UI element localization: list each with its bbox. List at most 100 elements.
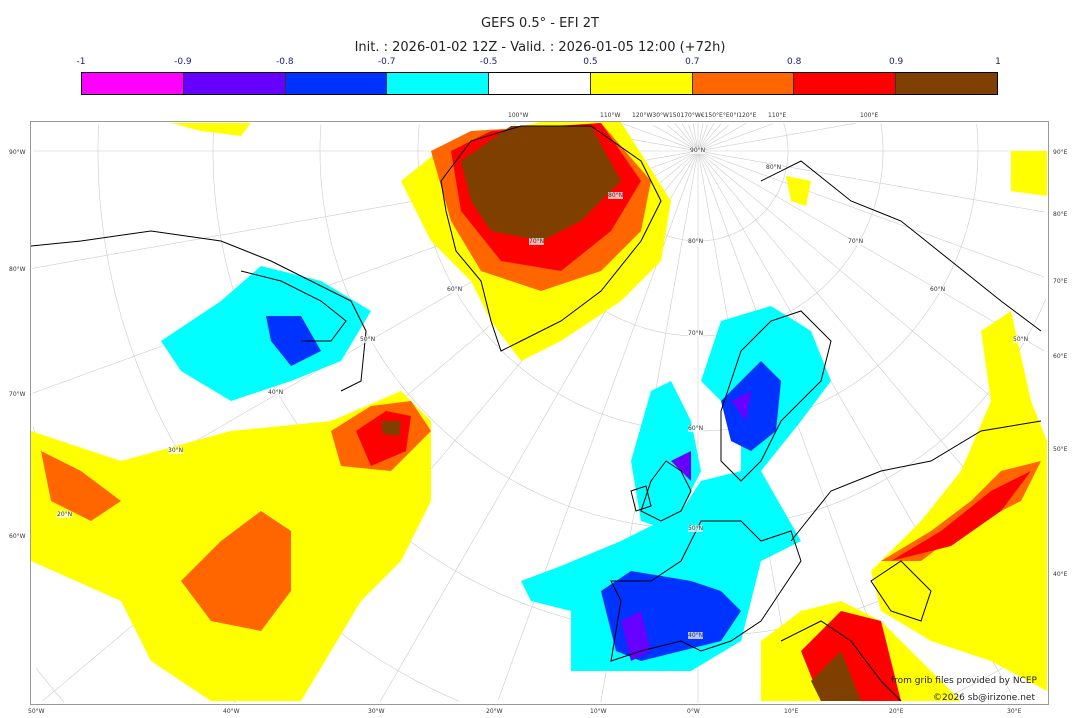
meridian-line bbox=[652, 124, 699, 152]
left-axis-label: 60°W bbox=[9, 533, 26, 540]
data-source-credit: from grib files provided by NCEP bbox=[891, 676, 1037, 686]
meridian-line bbox=[692, 123, 699, 152]
left-axis-label: 80°W bbox=[9, 266, 26, 273]
bottom-axis-label: 20°W bbox=[486, 708, 503, 715]
right-axis-label: 40°E bbox=[1053, 571, 1068, 578]
colorbar-segment bbox=[692, 73, 795, 94]
meridian-line bbox=[697, 150, 1045, 352]
latitude-label: 90°N bbox=[690, 147, 706, 154]
colorbar-tick-label: -0.9 bbox=[174, 57, 192, 67]
colorbar-tick-label: -0.8 bbox=[275, 57, 294, 67]
colorbar-segment bbox=[183, 73, 286, 94]
map-panel: 90°N 80°N 70°N 60°N 50°N 40°N 30°N 20°N 80°N 70°N… bbox=[30, 121, 1049, 705]
parallel-line bbox=[319, 124, 698, 530]
right-axis-label: 50°E bbox=[1053, 446, 1068, 453]
colorbar-tick-label: -1 bbox=[76, 57, 86, 67]
efi-region bbox=[1011, 151, 1047, 196]
latitude-label: 40°N bbox=[268, 389, 284, 396]
efi-region bbox=[621, 611, 651, 661]
latitude-label: 80°N bbox=[608, 192, 624, 199]
right-axis-label: 60°E bbox=[1053, 353, 1068, 360]
efi-region bbox=[786, 176, 811, 206]
map-title: GEFS 0.5° - EFI 2T bbox=[481, 16, 599, 31]
colorbar-segment bbox=[489, 73, 591, 94]
right-axis-label: 90°E bbox=[1053, 149, 1068, 156]
efi-region bbox=[871, 311, 1047, 691]
bottom-axis-label: 40°W bbox=[223, 708, 240, 715]
meridian-line bbox=[498, 150, 699, 700]
latitude-label: 70°N bbox=[688, 330, 704, 337]
left-axis-label: 90°W bbox=[9, 149, 26, 156]
parallel-line bbox=[698, 123, 789, 242]
meridian-line bbox=[697, 124, 708, 152]
meridian-line bbox=[697, 123, 722, 152]
colorbar-tick-label: 0.8 bbox=[787, 57, 802, 67]
efi-region bbox=[731, 391, 751, 421]
meridian-line bbox=[697, 122, 747, 152]
bottom-axis-label: 10°W bbox=[590, 708, 607, 715]
colorbar-segment bbox=[590, 73, 693, 94]
top-axis-label: 110°E bbox=[768, 112, 787, 119]
efi-region bbox=[381, 421, 401, 436]
coastlines bbox=[31, 125, 1042, 702]
efi-region bbox=[171, 123, 251, 136]
latitude-label: 30°N bbox=[168, 447, 184, 454]
latitude-label: 60°N bbox=[447, 286, 463, 293]
meridian-line bbox=[622, 123, 699, 152]
top-axis-label: 120°W30°W150170°W€150°E°E0°I120°E bbox=[632, 112, 757, 119]
meridian-line bbox=[697, 150, 1044, 278]
parallel-line bbox=[698, 123, 884, 337]
meridian-line bbox=[697, 125, 729, 152]
colorbar-segment bbox=[794, 73, 897, 94]
meridian-line bbox=[674, 123, 699, 152]
top-axis-label: 100°W bbox=[508, 112, 529, 119]
bottom-axis-label: 20°E bbox=[889, 708, 904, 715]
latitude-label: 40°N bbox=[688, 632, 704, 639]
colorbar-tick-label: -0.7 bbox=[377, 57, 396, 67]
meridian-line bbox=[697, 123, 715, 152]
meridian-line bbox=[697, 123, 774, 152]
map-subtitle: Init. : 2026-01-02 12Z - Valid. : 2026-0… bbox=[354, 40, 726, 55]
efi-region bbox=[721, 361, 781, 451]
meridian-line bbox=[688, 124, 699, 152]
efi-region bbox=[891, 471, 1031, 561]
efi-region bbox=[161, 266, 371, 401]
copyright-credit: ©2026 sb@irizone.net bbox=[933, 693, 1035, 703]
meridian-line bbox=[697, 123, 704, 152]
meridian-line bbox=[697, 150, 1045, 213]
colorbar-segment bbox=[82, 73, 184, 94]
left-axis-label: 70°W bbox=[9, 391, 26, 398]
meridian-line bbox=[697, 150, 898, 700]
colorbar-tick-label: 1 bbox=[995, 57, 1001, 67]
colorbar-segment bbox=[387, 73, 490, 94]
bottom-axis-label: 30°W bbox=[368, 708, 385, 715]
latitude-label: 70°N bbox=[529, 238, 545, 245]
latitude-label: 60°N bbox=[930, 286, 946, 293]
bottom-axis-label: 0°W bbox=[687, 708, 700, 715]
colorbar-segment bbox=[896, 73, 998, 94]
colorbar bbox=[81, 72, 998, 95]
meridian-line bbox=[697, 150, 1045, 442]
efi-region bbox=[181, 511, 291, 631]
meridian-line bbox=[681, 123, 699, 152]
latitude-label: 50°N bbox=[1013, 336, 1029, 343]
bottom-axis-label: 50°W bbox=[28, 708, 45, 715]
colorbar-tick-label: 0.9 bbox=[888, 57, 904, 67]
right-axis-label: 70°E bbox=[1053, 278, 1068, 285]
latitude-label: 80°N bbox=[688, 238, 704, 245]
latitude-label: 50°N bbox=[360, 336, 376, 343]
top-axis-label: 100°E bbox=[860, 112, 879, 119]
latitude-label: 50°N bbox=[688, 525, 704, 532]
meridian-line bbox=[667, 125, 699, 152]
colorbar-tick-label: -0.5 bbox=[479, 57, 498, 67]
latitude-label: 20°N bbox=[57, 511, 73, 518]
meridian-line bbox=[697, 122, 856, 152]
colorbar-tick-label: 0.7 bbox=[685, 57, 700, 67]
map-canvas bbox=[31, 122, 1048, 703]
efi-region bbox=[811, 651, 861, 701]
efi-region bbox=[631, 381, 701, 531]
latitude-label: 70°N bbox=[848, 238, 864, 245]
bottom-axis-label: 10°E bbox=[784, 708, 799, 715]
efi-region bbox=[671, 451, 691, 481]
